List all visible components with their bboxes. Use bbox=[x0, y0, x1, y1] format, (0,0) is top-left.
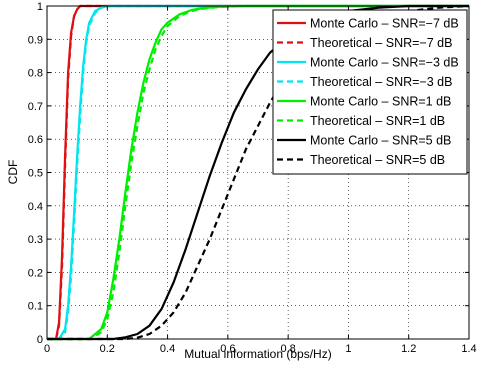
y-tick-label: 0.8 bbox=[28, 68, 43, 80]
x-tick-label: 0.2 bbox=[100, 343, 115, 355]
series-line-2 bbox=[47, 4, 469, 341]
y-tick-label: 0.4 bbox=[28, 201, 43, 213]
y-tick-label: 0.5 bbox=[28, 168, 43, 180]
x-tick-label: 1.2 bbox=[401, 343, 416, 355]
legend-box bbox=[272, 9, 468, 175]
legend-entry: Theoretical – SNR=5 dB bbox=[310, 153, 445, 167]
y-tick-label: 0.2 bbox=[28, 267, 43, 279]
y-tick-label: 0.7 bbox=[28, 101, 43, 113]
x-tick-label: 1 bbox=[345, 343, 351, 355]
legend: Monte Carlo – SNR=−7 dB Theoretical – SNR… bbox=[272, 9, 468, 175]
x-tick-label: 1.4 bbox=[461, 343, 476, 355]
legend-entry: Monte Carlo – SNR=−3 dB bbox=[310, 56, 459, 70]
x-tick-label: 0.6 bbox=[220, 343, 235, 355]
x-tick-label: 0.4 bbox=[160, 343, 175, 355]
legend-entry: Monte Carlo – SNR=5 dB bbox=[310, 134, 451, 148]
y-tick-label: 0 bbox=[37, 334, 43, 346]
x-axis-label: Mutual information (bps/Hz) bbox=[184, 347, 331, 361]
legend-entry: Theoretical – SNR=−7 dB bbox=[310, 36, 452, 50]
axis-ticks: 0 0.2 0.4 0.6 0.8 1 1.2 1.4 0 0.1 0.2 0.3 0.4 0.5 0.6 0… bbox=[28, 1, 477, 355]
series-line-4 bbox=[47, 4, 469, 341]
legend-entry: Theoretical – SNR=1 dB bbox=[310, 114, 445, 128]
y-axis-label: CDF bbox=[6, 160, 20, 185]
y-tick-label: 0.9 bbox=[28, 34, 43, 46]
y-tick-label: 0.1 bbox=[28, 301, 43, 313]
y-tick-label: 0.6 bbox=[28, 134, 43, 146]
x-tick-label: 0 bbox=[44, 343, 50, 355]
x-tick-label: 0.8 bbox=[280, 343, 295, 355]
legend-entry: Monte Carlo – SNR=−7 dB bbox=[310, 17, 459, 31]
legend-entry: Monte Carlo – SNR=1 dB bbox=[310, 95, 451, 109]
y-tick-label: 1 bbox=[37, 1, 43, 13]
legend-entry: Theoretical – SNR=−3 dB bbox=[310, 75, 452, 89]
y-tick-label: 0.3 bbox=[28, 234, 43, 246]
series-line-6 bbox=[47, 4, 469, 341]
